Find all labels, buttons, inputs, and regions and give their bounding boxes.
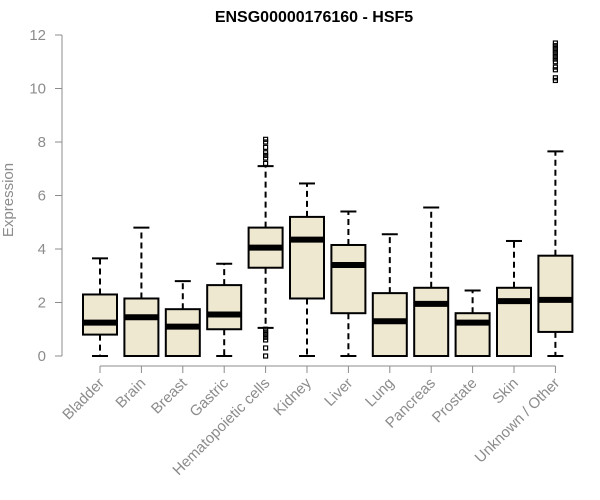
outlier-point	[552, 77, 559, 84]
box-group	[82, 40, 574, 359]
outlier-point	[552, 67, 559, 73]
outlier-point	[263, 326, 269, 332]
box-unknown-other	[537, 40, 574, 357]
outlier-point	[263, 139, 269, 145]
y-axis: 0 2 4 6 8 10 12	[29, 27, 63, 365]
box-iqr	[206, 284, 243, 331]
outlier-point	[263, 332, 269, 338]
x-tick-label: Bladder	[59, 375, 108, 424]
outlier-point	[552, 56, 559, 62]
y-tick-label: 8	[38, 134, 46, 151]
outlier-point	[552, 45, 559, 51]
box-iqr	[496, 286, 532, 358]
y-tick-label: 10	[29, 81, 46, 98]
outlier-point	[263, 345, 269, 351]
box-iqr	[330, 243, 367, 315]
box-pancreas	[413, 206, 450, 358]
box-lung	[371, 233, 408, 358]
x-tick-label: Prostate	[429, 375, 481, 427]
x-tick-label: Skin	[489, 375, 522, 408]
box-iqr	[537, 254, 574, 333]
outlier-point	[552, 53, 559, 60]
outlier-point	[552, 75, 559, 81]
outlier-point	[552, 64, 559, 70]
box-breast	[164, 280, 201, 357]
outlier-point	[263, 155, 269, 161]
outlier-point	[263, 152, 269, 158]
outlier-point	[552, 51, 559, 57]
outlier-point	[263, 337, 269, 343]
outlier-point	[263, 353, 269, 359]
box-hematopoietic-cells	[247, 136, 284, 359]
outlier-point	[552, 59, 559, 65]
x-tick-label: Breast	[148, 374, 191, 417]
box-prostate	[454, 289, 491, 358]
box-iqr	[413, 286, 450, 358]
y-axis-label: Expression	[0, 163, 17, 237]
outlier-point	[263, 160, 269, 166]
box-iqr	[289, 215, 325, 300]
box-bladder	[82, 257, 118, 357]
box-liver	[330, 210, 367, 357]
outlier-point	[552, 40, 559, 46]
box-kidney	[289, 182, 325, 357]
outlier-point	[552, 43, 559, 49]
outlier-point	[263, 334, 269, 340]
box-gastric	[206, 262, 243, 357]
y-tick-label: 6	[38, 188, 46, 205]
chart-title: ENSG00000176160 - HSF5	[215, 9, 413, 26]
box-iqr	[82, 293, 118, 336]
y-tick-label: 2	[38, 295, 46, 312]
outlier-point	[263, 144, 269, 150]
x-tick-label: Lung	[362, 375, 398, 411]
box-iqr	[164, 308, 201, 357]
outlier-point	[263, 136, 269, 142]
box-iqr	[123, 297, 160, 357]
y-tick-label: 0	[38, 348, 46, 365]
box-skin	[496, 239, 532, 358]
x-tick-label: Kidney	[270, 374, 315, 419]
box-iqr	[371, 292, 408, 358]
box-brain	[123, 226, 160, 357]
x-tick-label: Liver	[321, 375, 356, 410]
outlier-point	[552, 48, 559, 54]
x-tick-label: Brain	[112, 375, 149, 412]
y-tick-label: 4	[38, 241, 46, 258]
outlier-point	[263, 329, 269, 335]
y-tick-label: 12	[29, 27, 46, 44]
outlier-point	[263, 150, 269, 156]
